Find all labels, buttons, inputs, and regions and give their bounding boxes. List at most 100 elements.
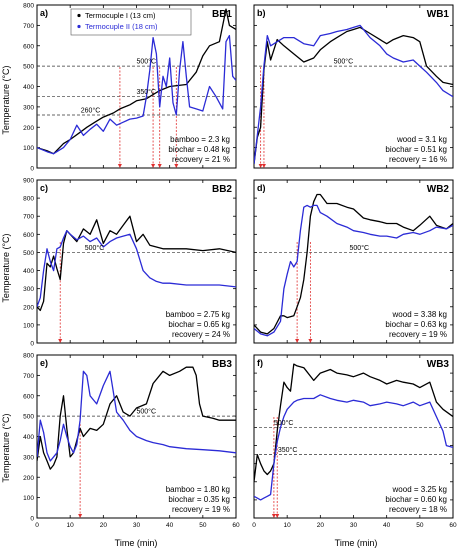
panel-bb2: 0 100 200 300 400 500 600 700 800 900 500°C c) BB2 ba…	[23, 178, 237, 348]
y-tick-label: 400	[23, 434, 34, 441]
x-tick-label: 20	[100, 522, 108, 529]
legend-label: Termocuple I (13 cm)	[85, 11, 156, 20]
legend-box	[70, 8, 192, 36]
panel-title: WB1	[427, 9, 450, 20]
plot-area	[37, 366, 236, 518]
x-tick-label: 50	[416, 522, 424, 529]
y-tick-label: 900	[23, 178, 34, 185]
plot-area	[254, 24, 453, 168]
ignition-marker-arrow	[58, 339, 63, 343]
panel-title: BB3	[212, 359, 232, 370]
y-tick-label: 300	[23, 286, 34, 293]
panel-title: BB1	[212, 9, 232, 20]
y-tick-label: 600	[23, 232, 34, 239]
y-tick-label: 300	[23, 454, 34, 461]
legend: Termocuple I (13 cm) Termocuple II (18 cm…	[70, 8, 192, 36]
ignition-marker-arrow	[295, 339, 300, 343]
reference-line-label: 500°C	[137, 408, 157, 416]
y-axis-label-middle: Temperature (°C)	[1, 233, 11, 302]
annotation-line: recovery = 18 %	[389, 505, 447, 514]
legend-label: Termocuple II (18 cm)	[85, 22, 158, 31]
y-tick-label: 500	[23, 64, 34, 71]
plot-area	[37, 215, 236, 343]
series-line-2	[37, 230, 236, 308]
series-line-1	[254, 26, 453, 164]
y-tick-label: 700	[23, 373, 34, 380]
plot-frame	[36, 179, 237, 344]
y-tick-label: 100	[23, 145, 34, 152]
x-tick-label: 10	[67, 522, 75, 529]
panel-title: WB3	[427, 359, 450, 370]
y-tick-label: 700	[23, 214, 34, 221]
y-tick-label: 300	[23, 104, 34, 111]
reference-line-label: 350°C	[278, 446, 298, 454]
annotation-line: wood = 3.25 kg	[392, 485, 447, 494]
panel-bb1: 0 100 200 300 400 500 600 700 800 500°C 350°C 260°C…	[23, 3, 237, 173]
legend-marker	[77, 24, 81, 29]
annotation-line: bamboo = 2.3 kg	[170, 135, 230, 144]
y-tick-label: 200	[23, 125, 34, 132]
ignition-marker-arrow	[157, 164, 162, 168]
x-tick-label: 0	[252, 522, 256, 529]
series-line-2	[254, 394, 453, 501]
y-tick-label: 600	[23, 43, 34, 50]
series-line-2	[254, 204, 453, 337]
panels-layer: 0100200300400500600700800500°C350°C260°C…	[23, 3, 457, 530]
annotation-line: recovery = 16 %	[389, 155, 447, 164]
reference-line-label: 500°C	[137, 58, 157, 66]
series-line-2	[37, 34, 236, 155]
series-line-2	[37, 370, 236, 462]
y-tick-label: 500	[23, 250, 34, 257]
panel-wb3: 0 10 20 30 40 50 60 500°C 350°C f) WB3 wood = 3.25 …	[252, 354, 457, 529]
annotation-line: wood = 3.1 kg	[396, 135, 447, 144]
plot-area	[254, 193, 453, 343]
panel-bb3: 0 100 200 300 400 500 600 700 800 0 10 20 30 40 50 60 50…	[23, 353, 240, 530]
y-tick-label: 0	[30, 516, 34, 523]
y-axis-label-bottom: Temperature (°C)	[1, 413, 11, 482]
x-tick-label: 60	[232, 522, 240, 529]
annotation-line: biochar = 0.48 kg	[168, 145, 230, 154]
series-line-1	[254, 193, 453, 335]
plot-area	[254, 363, 453, 518]
annotation-line: biochar = 0.51 kg	[385, 145, 447, 154]
panel-letter: f)	[257, 358, 263, 368]
reference-line-label: 500°C	[274, 419, 294, 427]
x-tick-label: 0	[35, 522, 39, 529]
annotation-line: bamboo = 1.80 kg	[166, 485, 230, 494]
reference-line-label: 500°C	[334, 58, 354, 66]
annotation-line: biochar = 0.60 kg	[385, 495, 447, 504]
x-tick-label: 50	[199, 522, 207, 529]
ignition-marker-arrow	[78, 514, 83, 518]
y-tick-label: 800	[23, 3, 34, 10]
annotation-line: recovery = 19 %	[172, 505, 230, 514]
ignition-marker-arrow	[151, 164, 156, 168]
y-tick-label: 100	[23, 322, 34, 329]
panel-letter: b)	[257, 8, 266, 18]
annotation-line: recovery = 19 %	[389, 330, 447, 339]
y-tick-label: 600	[23, 393, 34, 400]
panel-letter: c)	[40, 183, 48, 193]
ignition-marker-arrow	[308, 339, 313, 343]
y-tick-label: 400	[23, 84, 34, 91]
series-line-1	[254, 363, 453, 482]
panel-letter: a)	[40, 8, 48, 18]
y-axis-label-top: Temperature (°C)	[1, 65, 11, 134]
series-line-1	[37, 215, 236, 312]
annotation-line: recovery = 21 %	[172, 155, 230, 164]
panel-title: BB2	[212, 184, 232, 195]
y-tick-label: 0	[30, 341, 34, 348]
plot-area	[37, 8, 236, 168]
x-tick-label: 20	[317, 522, 325, 529]
plot-frame	[253, 4, 454, 169]
reference-line-label: 500°C	[350, 244, 370, 252]
y-tick-label: 500	[23, 414, 34, 421]
x-axis-label-right: Time (min)	[335, 538, 378, 548]
reference-line-label: 500°C	[85, 244, 105, 252]
y-tick-label: 200	[23, 304, 34, 311]
ignition-marker-arrow	[271, 514, 276, 518]
x-axis-label-left: Time (min)	[115, 538, 158, 548]
x-tick-label: 40	[383, 522, 391, 529]
y-tick-label: 100	[23, 495, 34, 502]
